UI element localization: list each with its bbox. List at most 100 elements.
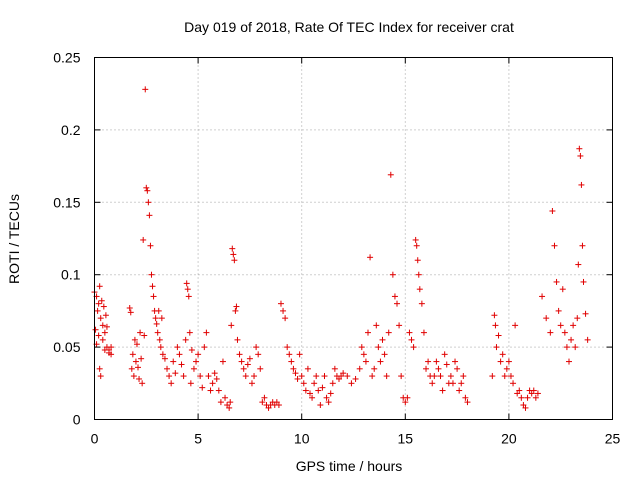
data-point [184, 286, 191, 293]
y-tick-label: 0.1 [61, 267, 81, 283]
data-point [362, 358, 369, 365]
data-point [284, 344, 291, 351]
data-point [559, 286, 566, 293]
data-point [205, 373, 212, 380]
data-point [296, 351, 303, 358]
data-point [410, 344, 417, 351]
data-point [298, 373, 305, 380]
data-point [568, 336, 575, 343]
data-point [489, 373, 496, 380]
data-point [435, 365, 442, 372]
data-point [406, 329, 413, 336]
data-point [95, 332, 102, 339]
data-point [229, 245, 236, 252]
y-tick-label: 0 [73, 412, 81, 428]
data-point [174, 344, 181, 351]
data-point [129, 351, 136, 358]
data-point [543, 315, 550, 322]
data-point [176, 351, 183, 358]
data-point [230, 251, 237, 258]
data-point [373, 322, 380, 329]
data-point [367, 254, 374, 261]
data-point [215, 387, 222, 394]
data-point [447, 373, 454, 380]
data-point [172, 370, 179, 377]
data-point [575, 261, 582, 268]
data-point [491, 312, 498, 319]
data-point [133, 341, 140, 348]
data-point [145, 199, 152, 206]
data-point [231, 257, 238, 264]
data-point [94, 307, 101, 314]
data-point [138, 355, 145, 362]
data-point [304, 365, 311, 372]
data-point [547, 329, 554, 336]
data-point [425, 358, 432, 365]
data-point [495, 332, 502, 339]
data-point [244, 361, 251, 368]
data-point [180, 373, 187, 380]
data-point [170, 358, 177, 365]
data-point [97, 315, 104, 322]
data-point [391, 293, 398, 300]
data-point [408, 336, 415, 343]
data-point [183, 280, 190, 287]
data-point [340, 370, 347, 377]
data-point [360, 351, 367, 358]
data-point [516, 387, 523, 394]
data-point [348, 380, 355, 387]
data-point [101, 329, 108, 336]
data-point [377, 358, 384, 365]
data-point [259, 399, 266, 406]
data-point [576, 145, 583, 152]
data-point [219, 358, 226, 365]
data-point [580, 278, 587, 285]
data-point [97, 373, 104, 380]
data-point [499, 351, 506, 358]
y-axis-ticks: 0 0.05 0.1 0.15 0.2 0.25 [53, 50, 613, 428]
data-point [100, 303, 107, 310]
data-point [261, 394, 268, 401]
data-point [98, 297, 105, 304]
data-point [146, 212, 153, 219]
data-point [329, 380, 336, 387]
data-point [530, 387, 537, 394]
data-point [300, 380, 307, 387]
data-point [137, 329, 144, 336]
data-point [201, 344, 208, 351]
data-point [275, 402, 282, 409]
data-point [582, 310, 589, 317]
data-point [222, 394, 229, 401]
data-point [413, 242, 420, 249]
data-point [385, 329, 392, 336]
data-point [505, 358, 512, 365]
data-point [579, 242, 586, 249]
data-point [416, 286, 423, 293]
data-point [227, 399, 234, 406]
data-point [553, 278, 560, 285]
data-point [182, 336, 189, 343]
data-point [238, 358, 245, 365]
y-tick-label: 0.2 [61, 122, 81, 138]
data-point [375, 344, 382, 351]
data-point [572, 344, 579, 351]
data-point [344, 373, 351, 380]
data-point [306, 390, 313, 397]
data-point [277, 300, 284, 307]
data-point [92, 326, 99, 333]
data-point [234, 336, 241, 343]
data-point [209, 380, 216, 387]
data-point [383, 373, 390, 380]
data-point [240, 365, 247, 372]
grid-lines [94, 57, 613, 420]
data-point [570, 322, 577, 329]
data-point [294, 375, 301, 382]
data-point [539, 293, 546, 300]
data-point [161, 355, 168, 362]
data-point [288, 358, 295, 365]
data-point [135, 364, 142, 371]
data-point [381, 351, 388, 358]
data-point [236, 351, 243, 358]
data-point [128, 365, 135, 372]
